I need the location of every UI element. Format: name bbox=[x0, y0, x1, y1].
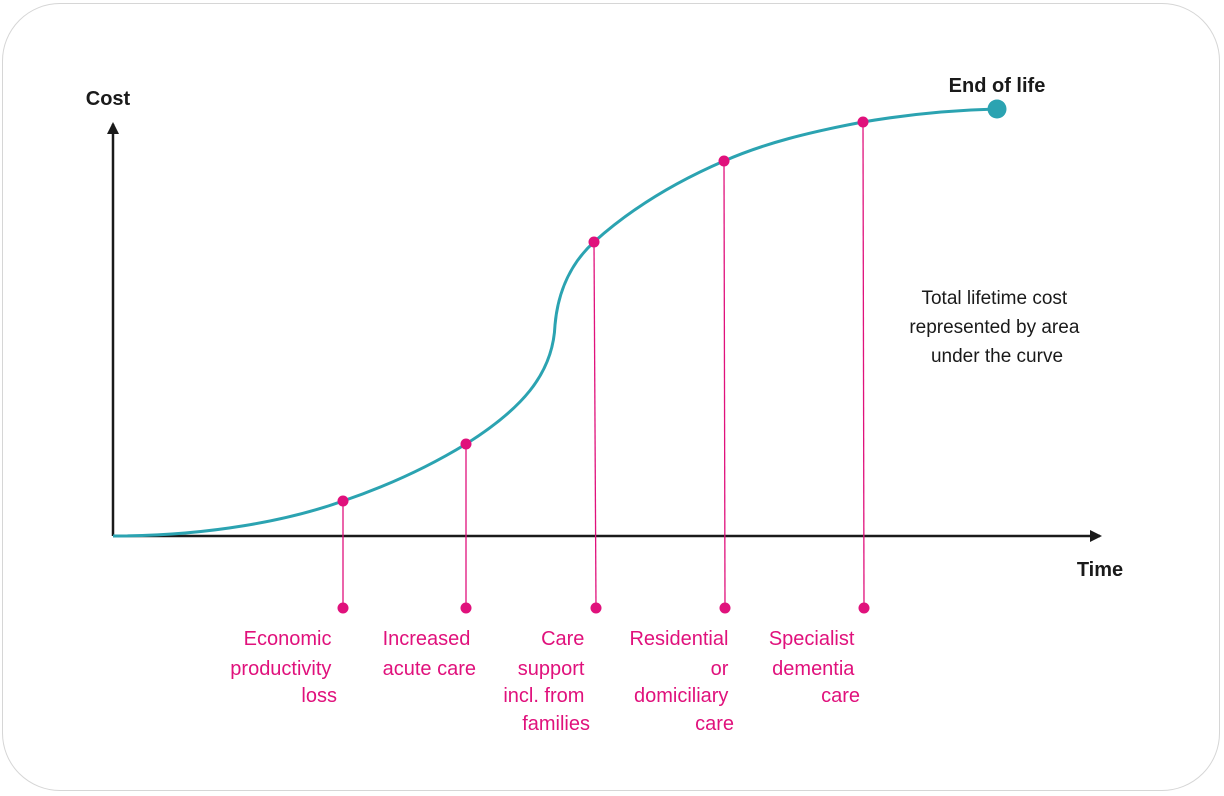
x-axis-label: Time bbox=[1077, 559, 1123, 581]
stage-anchor-dot bbox=[858, 602, 870, 614]
note-line: under the curve bbox=[931, 346, 1063, 367]
curve-point bbox=[718, 155, 730, 167]
stage-increased-acute-care: Increased acute care bbox=[383, 438, 476, 680]
stage-label: Economic productivity loss bbox=[230, 628, 337, 707]
stage-label: Increased acute care bbox=[383, 628, 476, 680]
stage-economic-productivity-loss: Economic productivity loss bbox=[230, 495, 349, 707]
stage-residential-domiciliary-care: Residential or domiciliary care bbox=[629, 155, 734, 735]
stage-connector bbox=[723, 160, 726, 609]
note-line: Total lifetime cost bbox=[921, 288, 1067, 309]
cost-curve bbox=[112, 107, 998, 538]
end-of-life-label: End of life bbox=[949, 75, 1046, 97]
note-line: represented by area bbox=[909, 317, 1079, 338]
end-of-life-marker bbox=[987, 99, 1007, 119]
curve-point bbox=[337, 495, 349, 507]
stage-connector bbox=[593, 241, 597, 609]
stage-label: Care support incl. from families bbox=[503, 628, 590, 735]
stage-specialist-dementia-care: Specialist dementia care bbox=[769, 116, 870, 707]
y-axis-label: Cost bbox=[86, 88, 131, 110]
stage-label: Residential or domiciliary care bbox=[629, 628, 734, 735]
curve-point bbox=[857, 116, 869, 128]
stage-anchor-dot bbox=[337, 602, 349, 614]
stage-connector bbox=[862, 121, 865, 609]
diagram-card bbox=[2, 3, 1220, 791]
curve-point bbox=[460, 438, 472, 450]
area-under-curve-note: Total lifetime cost represented by area … bbox=[909, 288, 1084, 367]
stage-label: Specialist dementia care bbox=[769, 628, 860, 707]
stage-anchor-dot bbox=[460, 602, 472, 614]
stage-anchor-dot bbox=[590, 602, 602, 614]
stage-care-support-families: Care support incl. from families bbox=[503, 236, 602, 735]
curve-point bbox=[588, 236, 600, 248]
stage-anchor-dot bbox=[719, 602, 731, 614]
